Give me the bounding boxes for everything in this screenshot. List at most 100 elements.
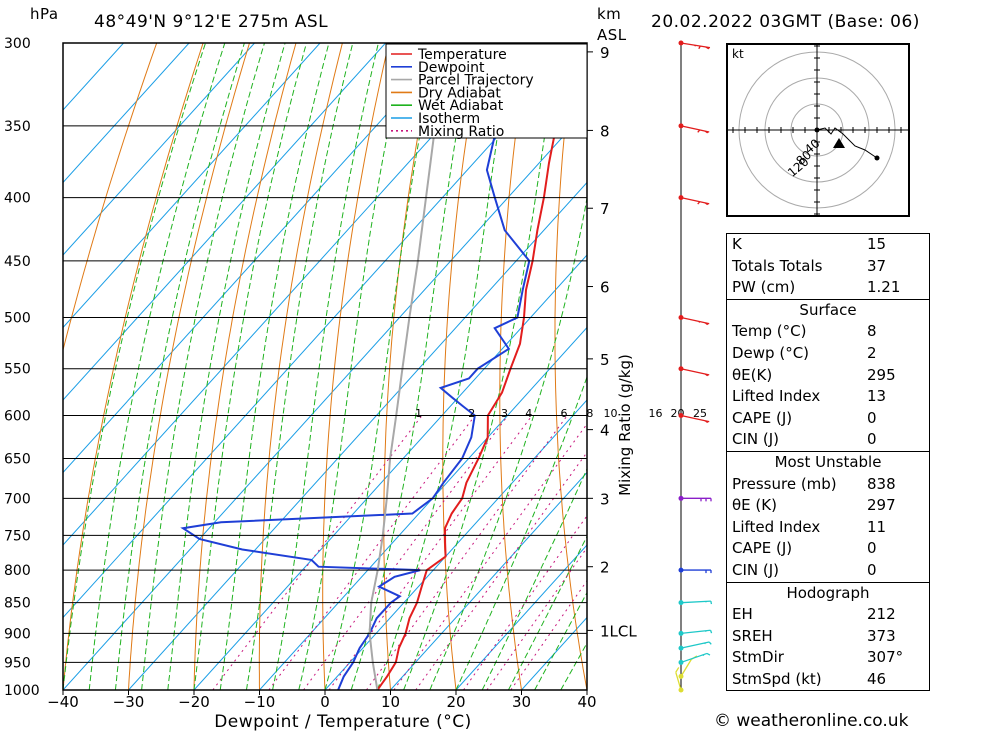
surface-index-label: Lifted Index xyxy=(732,387,821,406)
pressure-tick-label: 850 xyxy=(4,596,31,612)
surface-index-value: 0 xyxy=(867,430,877,449)
mixing-ratio-line xyxy=(328,415,533,690)
surface-index-row: Temp (°C) 8 xyxy=(727,321,929,343)
dry-adiabat-line xyxy=(193,43,297,690)
most-unstable-section-title: Most Unstable xyxy=(774,452,882,471)
isotherm-line xyxy=(63,43,386,401)
dry-adiabat-line xyxy=(710,43,720,690)
surface-section-title: Surface xyxy=(799,300,857,319)
mu-index-value: 0 xyxy=(867,560,877,579)
pressure-tick-label: 500 xyxy=(4,311,31,327)
wet-adiabat-line xyxy=(245,43,354,690)
legend-entry: Wet Adiabat xyxy=(418,98,504,114)
index-label: PW (cm) xyxy=(732,278,796,297)
dry-adiabat-line xyxy=(660,43,718,690)
isotherm-line xyxy=(63,43,452,474)
wind-barb-flag xyxy=(697,201,701,205)
mixing-ratio-axis-label: Mixing Ratio (g/kg) xyxy=(616,354,634,496)
mu-index-row: Lifted Index 11 xyxy=(727,517,929,539)
x-tick-label: 40 xyxy=(577,693,596,711)
height-tick-label: 3 xyxy=(600,490,610,508)
isotherm-line xyxy=(324,399,587,690)
dewpoint-profile xyxy=(180,43,531,690)
credit-link[interactable]: © weatheronline.co.uk xyxy=(714,711,909,731)
legend-entry: Dry Adiabat xyxy=(418,85,501,101)
wind-barb xyxy=(680,414,710,424)
mu-index-row: CIN (J) 0 xyxy=(727,560,929,582)
isotherm-line xyxy=(390,471,587,690)
x-tick-label: −20 xyxy=(178,693,210,711)
mu-index-value: 297 xyxy=(867,496,896,515)
pressure-tick-label: 750 xyxy=(4,528,31,544)
height-tick-label: 1LCL xyxy=(600,622,637,640)
index-value: 37 xyxy=(867,256,887,275)
index-row: PW (cm) 1.21 xyxy=(727,277,929,299)
pressure-tick-label: 550 xyxy=(4,362,31,378)
hodo-index-label: StmDir xyxy=(732,648,784,667)
wind-barb xyxy=(680,641,712,649)
wind-barb-staff xyxy=(680,125,710,133)
surface-index-value: 295 xyxy=(867,365,896,384)
wind-barb-flag xyxy=(710,600,713,605)
height-unit-km: km xyxy=(597,5,622,23)
wind-barb-staff xyxy=(680,659,692,677)
mu-index-value: 0 xyxy=(867,539,877,558)
legend-entry: Temperature xyxy=(417,47,507,63)
wind-barb-staff xyxy=(680,316,710,325)
legend-entry: Parcel Trajectory xyxy=(418,73,534,89)
surface-index-row: CIN (J) 0 xyxy=(727,429,929,451)
x-tick-label: −40 xyxy=(47,693,79,711)
x-tick-label: 0 xyxy=(320,693,330,711)
isotherm-line xyxy=(193,254,587,690)
wind-barb-half-flag xyxy=(705,630,707,633)
pressure-unit-label: hPa xyxy=(30,5,59,23)
parcel-trajectory xyxy=(368,43,453,690)
wind-barb xyxy=(680,42,711,50)
wet-adiabat-line xyxy=(455,375,587,690)
wind-barb xyxy=(681,569,712,574)
mu-index-value: 11 xyxy=(867,517,887,536)
wind-barb-half-flag xyxy=(704,642,706,645)
index-label: Totals Totals xyxy=(732,256,823,275)
x-tick-label: −30 xyxy=(113,693,145,711)
mu-index-row: θE (K) 297 xyxy=(727,495,929,517)
dry-adiabat-line xyxy=(63,43,158,352)
wet-adiabat-line xyxy=(167,43,286,690)
wind-barb-pennant xyxy=(703,322,710,326)
plot-frame xyxy=(62,42,588,691)
pressure-tick-label: 450 xyxy=(4,254,31,270)
wind-barb-staff xyxy=(675,672,682,691)
x-tick-label: 20 xyxy=(446,693,465,711)
dry-adiabat-line xyxy=(499,43,529,690)
wet-adiabat-line xyxy=(88,43,226,690)
pressure-tick-label: 800 xyxy=(4,563,31,579)
hodograph-section-title: Hodograph xyxy=(786,583,870,602)
hodo-index-value: 212 xyxy=(867,605,896,624)
mixing-ratio-value-label: 8 xyxy=(586,407,593,420)
isotherm-line xyxy=(128,181,587,690)
temperature-profile xyxy=(376,57,587,690)
wind-barb-half-flag xyxy=(675,667,680,673)
height-tick-label: 5 xyxy=(600,351,610,369)
height-tick-label: 9 xyxy=(600,44,610,62)
mu-index-label: Pressure (mb) xyxy=(732,474,837,493)
height-tick-label: 7 xyxy=(600,200,610,218)
pressure-tick-label: 1000 xyxy=(4,683,40,699)
wind-barb-flag xyxy=(706,652,711,656)
mixing-ratio-line xyxy=(303,415,509,690)
index-label: K xyxy=(732,235,742,253)
wind-barb-half-flag xyxy=(698,321,701,323)
pressure-tick-label: 900 xyxy=(4,626,31,642)
hodo-index-value: 373 xyxy=(867,626,896,645)
wind-barb-flag xyxy=(709,630,713,634)
height-tick-label: 4 xyxy=(600,422,610,440)
mixing-ratio-line xyxy=(510,579,587,690)
wet-adiabat-line xyxy=(481,467,587,690)
pressure-tick-label: 600 xyxy=(4,408,31,424)
wet-adiabat-line xyxy=(193,43,307,690)
wind-barb-staff xyxy=(680,414,710,423)
legend-entry: Mixing Ratio xyxy=(418,124,504,140)
wet-adiabat-line xyxy=(350,43,473,690)
mixing-ratio-value-label: 6 xyxy=(560,407,567,420)
